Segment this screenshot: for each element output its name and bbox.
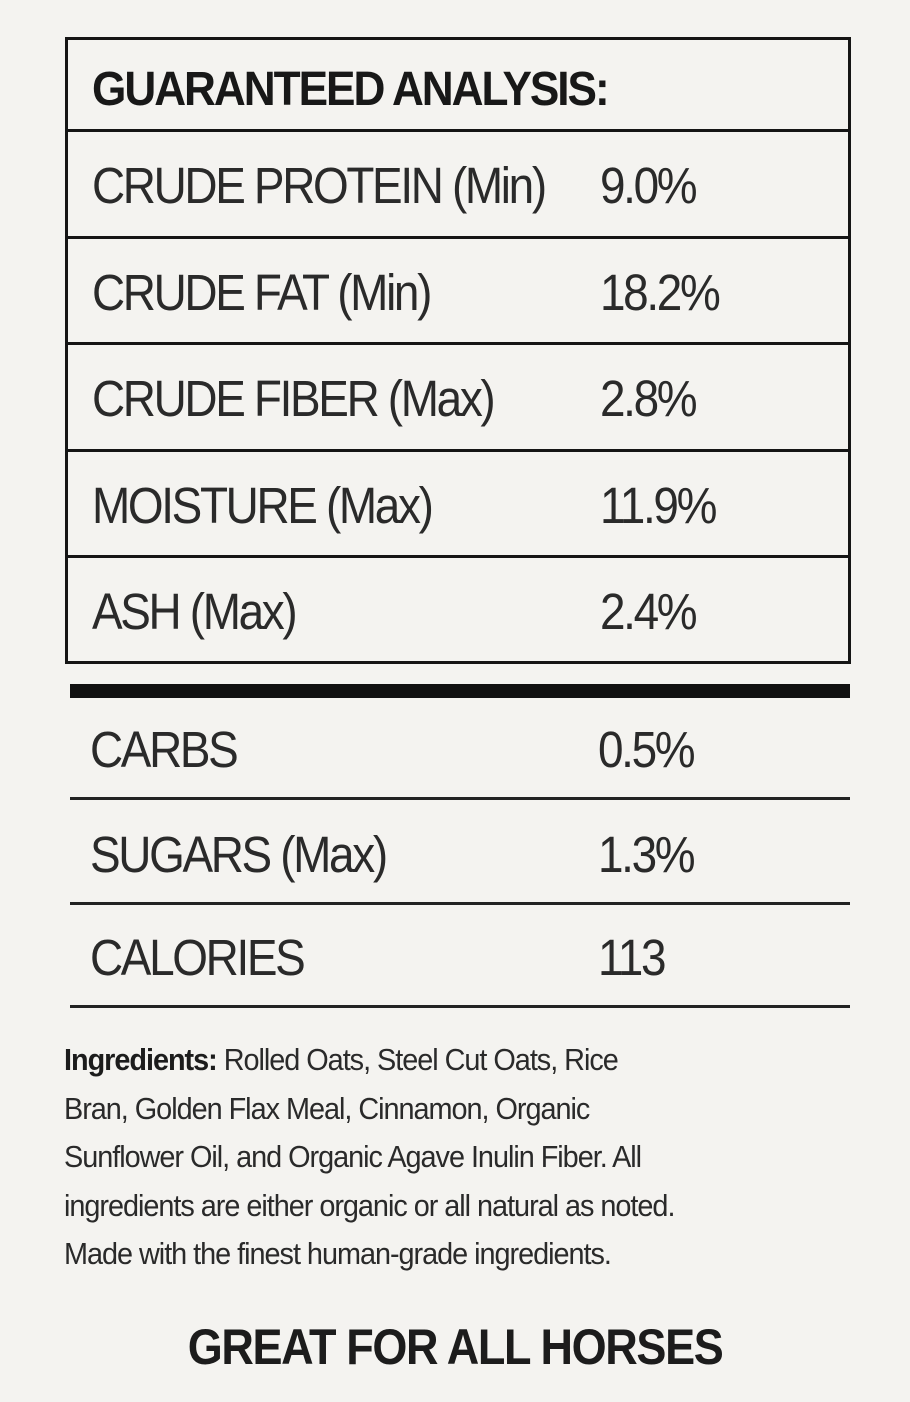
ingredients-line: Rolled Oats, Steel Cut Oats, Rice	[216, 1042, 619, 1077]
guaranteed-analysis-table: GUARANTEED ANALYSIS: CRUDE PROTEIN (Min)…	[65, 37, 851, 664]
ingredients-paragraph: Ingredients: Rolled Oats, Steel Cut Oats…	[64, 1036, 864, 1279]
table-row: MOISTURE (Max) 11.9%	[68, 449, 848, 555]
ingredients-line: Made with the finest human-grade ingredi…	[64, 1236, 612, 1271]
row-value: 11.9%	[600, 477, 717, 534]
footer-text: GREAT FOR ALL HORSES	[187, 1319, 724, 1375]
row-value: 2.4%	[600, 583, 698, 640]
table-title: GUARANTEED ANALYSIS:	[92, 63, 610, 116]
table-row: CALORIES 113	[70, 906, 850, 1008]
row-label: CALORIES	[90, 929, 306, 986]
row-label: CRUDE FIBER (Max)	[92, 370, 496, 427]
row-label: ASH (Max)	[92, 583, 298, 640]
row-value: 1.3%	[598, 826, 696, 883]
ingredients-line: Bran, Golden Flax Meal, Cinnamon, Organi…	[64, 1090, 590, 1126]
ingredients-label: Ingredients:	[64, 1042, 218, 1077]
row-label: CRUDE PROTEIN (Min)	[92, 157, 547, 214]
row-label: SUGARS (Max)	[90, 826, 388, 883]
table-row: SUGARS (Max) 1.3%	[70, 803, 850, 905]
table-row: CARBS 0.5%	[70, 698, 850, 800]
table-row: CRUDE PROTEIN (Min) 9.0%	[68, 129, 848, 236]
row-label: CARBS	[90, 721, 239, 778]
table-row: ASH (Max) 2.4%	[68, 555, 848, 661]
divider-bar	[70, 684, 850, 698]
table-row: CRUDE FIBER (Max) 2.8%	[68, 342, 848, 449]
row-label: CRUDE FAT (Min)	[92, 264, 432, 321]
ingredients-line: ingredients are either organic or all na…	[64, 1187, 675, 1223]
ingredients-line: Sunflower Oil, and Organic Agave Inulin …	[64, 1139, 642, 1174]
row-value: 113	[598, 929, 666, 986]
footer-tagline: GREAT FOR ALL HORSES	[0, 1318, 910, 1376]
row-value: 2.8%	[600, 370, 698, 427]
row-value: 18.2%	[600, 264, 721, 321]
table-row: CRUDE FAT (Min) 18.2%	[68, 236, 848, 342]
row-value: 0.5%	[598, 721, 696, 778]
row-label: MOISTURE (Max)	[92, 477, 434, 534]
row-value: 9.0%	[600, 157, 698, 214]
